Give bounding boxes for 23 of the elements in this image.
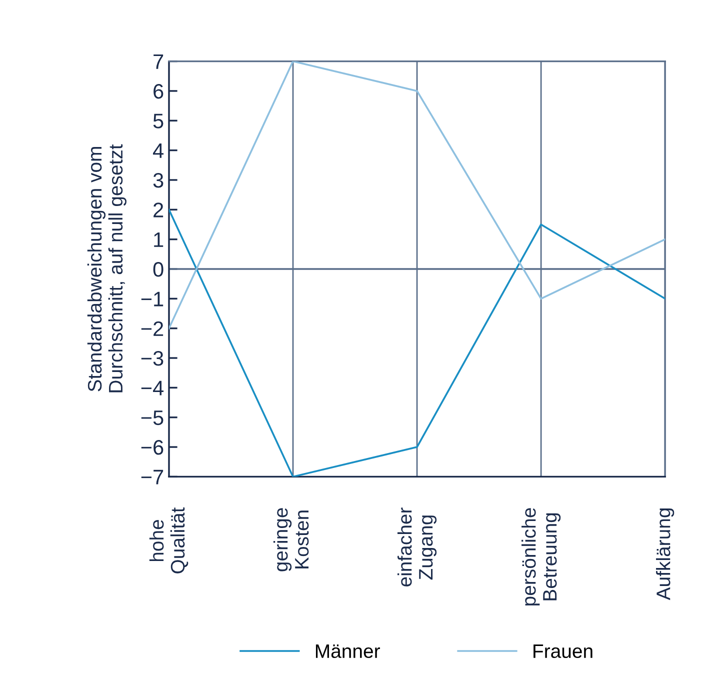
x-tick-label: geringe Kosten xyxy=(273,508,309,572)
x-tick-label: persönliche Betreuung xyxy=(522,508,561,606)
x-tick-label: einfacher Zugang xyxy=(397,508,437,586)
y-tick-label: 3 xyxy=(153,172,164,188)
y-tick-label: 4 xyxy=(152,144,164,158)
y-tick-label: 6 xyxy=(154,84,164,99)
y-tick-label: −3 xyxy=(141,351,164,366)
y-tick-label: 1 xyxy=(154,232,164,247)
y-tick-label: −2 xyxy=(141,321,164,336)
y-tick-label: 5 xyxy=(153,114,164,128)
y-tick-label: 7 xyxy=(154,54,164,69)
y-tick-label: −7 xyxy=(141,470,164,484)
y-axis-title: Standardabweichungen vom Durchschnitt, auf null gesetzt xyxy=(87,144,126,392)
y-tick-label: 2 xyxy=(154,202,164,218)
x-tick-label: Aufklärung xyxy=(656,508,674,600)
y-tick-label: −4 xyxy=(141,380,164,396)
y-tick-label: −1 xyxy=(141,292,164,306)
y-tick-label: 0 xyxy=(153,262,164,277)
x-tick-label: hohe Qualität xyxy=(149,507,188,574)
legend-label: Männer xyxy=(316,644,380,658)
legend-label: Frauen xyxy=(534,644,592,658)
y-tick-label: −6 xyxy=(141,440,164,455)
y-tick-label: −5 xyxy=(141,410,164,426)
